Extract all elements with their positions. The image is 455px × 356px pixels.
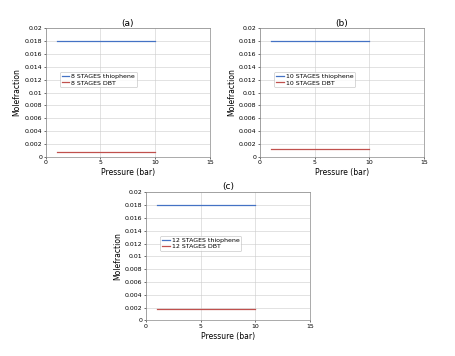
Y-axis label: Molefraction: Molefraction	[227, 69, 236, 116]
Title: (c): (c)	[222, 183, 233, 192]
10 STAGES thiophene	[366, 39, 371, 43]
Y-axis label: Molefraction: Molefraction	[113, 232, 122, 280]
X-axis label: Pressure (bar): Pressure (bar)	[201, 332, 254, 341]
Y-axis label: Molefraction: Molefraction	[13, 69, 22, 116]
Legend: 10 STAGES thiophene, 10 STAGES DBT: 10 STAGES thiophene, 10 STAGES DBT	[274, 72, 354, 88]
Legend: 12 STAGES thiophene, 12 STAGES DBT: 12 STAGES thiophene, 12 STAGES DBT	[160, 236, 241, 251]
8 STAGES DBT	[152, 150, 157, 154]
10 STAGES thiophene	[268, 39, 273, 43]
8 STAGES thiophene	[54, 39, 59, 43]
12 STAGES thiophene	[252, 203, 258, 207]
8 STAGES thiophene	[152, 39, 157, 43]
12 STAGES DBT	[154, 307, 159, 311]
10 STAGES DBT	[366, 147, 371, 151]
X-axis label: Pressure (bar): Pressure (bar)	[314, 168, 368, 177]
Title: (a): (a)	[121, 19, 134, 28]
12 STAGES thiophene	[154, 203, 159, 207]
8 STAGES DBT	[54, 150, 59, 154]
10 STAGES DBT	[268, 147, 273, 151]
X-axis label: Pressure (bar): Pressure (bar)	[101, 168, 154, 177]
Legend: 8 STAGES thiophene, 8 STAGES DBT: 8 STAGES thiophene, 8 STAGES DBT	[60, 72, 136, 88]
Title: (b): (b)	[335, 19, 348, 28]
12 STAGES DBT	[252, 307, 258, 311]
